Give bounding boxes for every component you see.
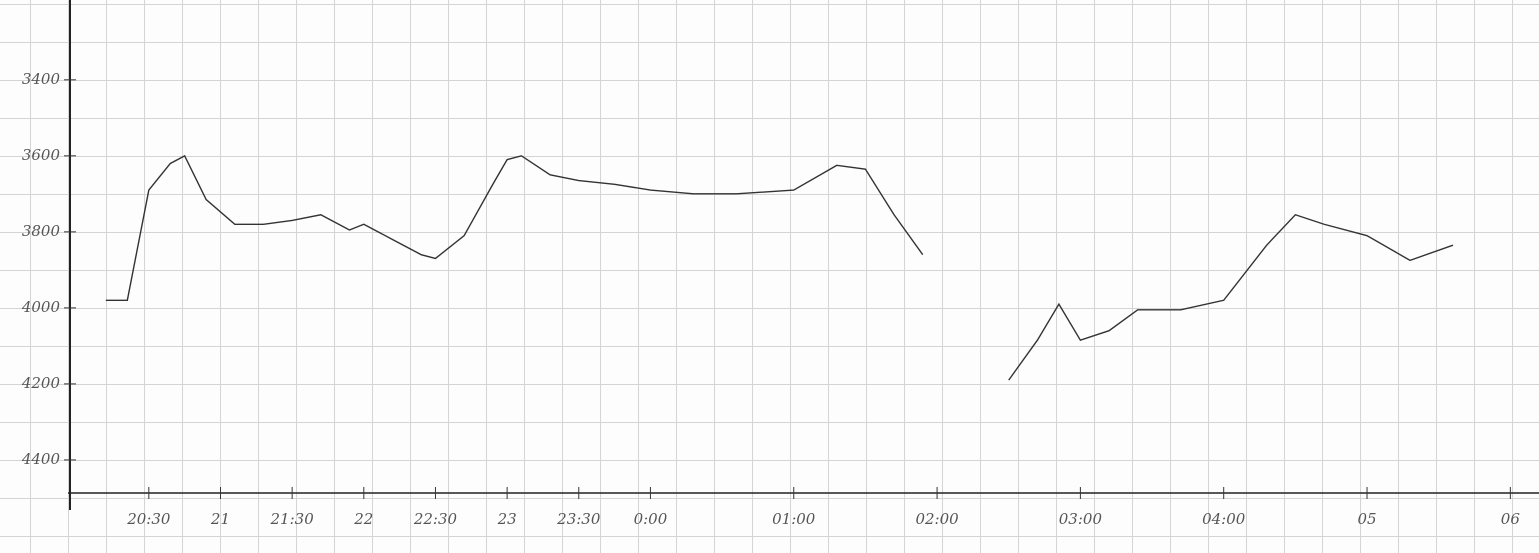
x-tick-label: 23 <box>497 510 517 528</box>
x-tick-label: 05 <box>1357 510 1376 528</box>
y-tick-label: 3800 <box>22 222 61 240</box>
line <box>105 154 1454 381</box>
y-tick-label: 3600 <box>22 146 61 164</box>
x-tick-label: 02:00 <box>915 510 959 528</box>
y-tick-label: 4000 <box>21 298 61 316</box>
x-tick-label: 06 <box>1501 510 1521 528</box>
x-tick-label: 22 <box>353 510 373 528</box>
x-tick-label: 20:30 <box>126 510 171 528</box>
x-tick-label: 23:30 <box>556 510 601 528</box>
y-tick-label: 3400 <box>22 70 61 88</box>
x-tick-label: 01:00 <box>772 510 816 528</box>
x-tick-label: 04:00 <box>1202 510 1246 528</box>
y-tick-label: 4200 <box>21 374 61 392</box>
y-tick-label: 4400 <box>21 450 61 468</box>
x-tick-label: 0:00 <box>634 510 668 528</box>
x-tick-label: 21 <box>210 510 230 528</box>
x-tick-label: 03:00 <box>1059 510 1103 528</box>
x-tick-label: 21:30 <box>270 510 315 528</box>
x-tick-label: 22:30 <box>413 510 458 528</box>
